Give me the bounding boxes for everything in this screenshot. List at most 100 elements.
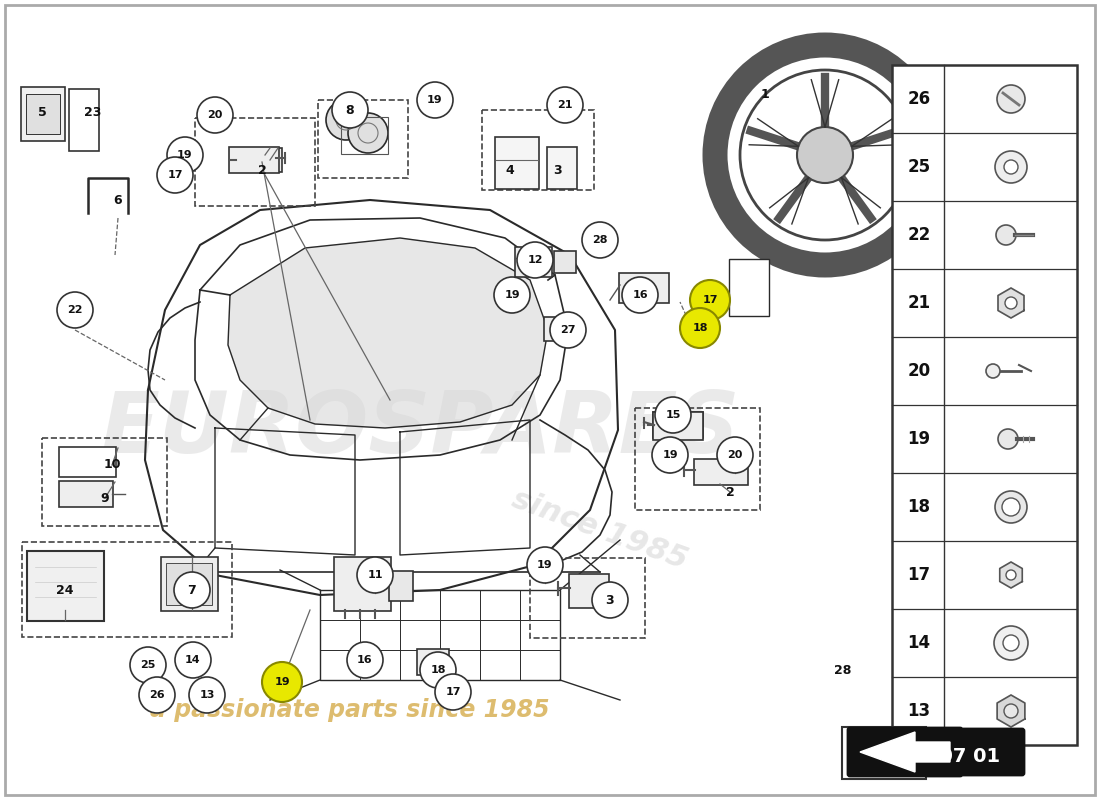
Text: 21: 21 — [908, 294, 931, 312]
Circle shape — [189, 677, 226, 713]
Circle shape — [527, 547, 563, 583]
Text: 2: 2 — [726, 486, 735, 498]
Circle shape — [348, 113, 388, 153]
Text: 13: 13 — [908, 702, 931, 720]
Text: 28: 28 — [592, 235, 607, 245]
Text: 26: 26 — [150, 690, 165, 700]
Text: 18: 18 — [430, 665, 446, 675]
Circle shape — [582, 222, 618, 258]
Circle shape — [996, 151, 1027, 183]
FancyBboxPatch shape — [547, 147, 578, 189]
Text: 26: 26 — [908, 90, 931, 108]
FancyBboxPatch shape — [166, 563, 212, 605]
Text: 1: 1 — [760, 89, 769, 102]
FancyBboxPatch shape — [26, 94, 60, 134]
Text: 15: 15 — [666, 410, 681, 420]
Circle shape — [654, 397, 691, 433]
Text: 25: 25 — [141, 660, 156, 670]
Text: 13: 13 — [199, 690, 214, 700]
Circle shape — [139, 677, 175, 713]
FancyBboxPatch shape — [544, 317, 578, 341]
Polygon shape — [997, 695, 1025, 727]
Circle shape — [167, 137, 204, 173]
Circle shape — [1006, 570, 1016, 580]
Text: 20: 20 — [207, 110, 222, 120]
Circle shape — [996, 491, 1027, 523]
FancyBboxPatch shape — [495, 137, 539, 189]
Circle shape — [621, 277, 658, 313]
Circle shape — [494, 277, 530, 313]
Circle shape — [326, 100, 366, 140]
FancyBboxPatch shape — [21, 87, 65, 141]
Circle shape — [994, 626, 1028, 660]
Text: 17: 17 — [446, 687, 461, 697]
Text: 14: 14 — [908, 634, 931, 652]
Circle shape — [332, 92, 368, 128]
Text: 28: 28 — [852, 746, 871, 760]
Text: 23: 23 — [85, 106, 101, 118]
Circle shape — [998, 429, 1018, 449]
Circle shape — [1003, 635, 1019, 651]
FancyBboxPatch shape — [619, 273, 669, 303]
FancyBboxPatch shape — [848, 728, 962, 776]
Circle shape — [996, 225, 1016, 245]
Circle shape — [798, 127, 852, 183]
Text: 19: 19 — [504, 290, 520, 300]
Text: 5: 5 — [37, 106, 46, 118]
Text: 20: 20 — [727, 450, 742, 460]
Text: 4: 4 — [506, 163, 515, 177]
FancyBboxPatch shape — [653, 412, 703, 438]
Circle shape — [157, 157, 192, 193]
Text: 22: 22 — [908, 226, 931, 244]
Circle shape — [130, 647, 166, 683]
Circle shape — [174, 572, 210, 608]
Circle shape — [434, 674, 471, 710]
Text: 19: 19 — [537, 560, 553, 570]
Text: 8: 8 — [345, 103, 354, 117]
FancyBboxPatch shape — [389, 571, 412, 601]
Text: 28: 28 — [834, 663, 851, 677]
FancyBboxPatch shape — [842, 727, 926, 779]
FancyBboxPatch shape — [729, 259, 769, 316]
FancyBboxPatch shape — [417, 649, 449, 675]
Text: 25: 25 — [908, 158, 931, 176]
Circle shape — [717, 437, 754, 473]
Polygon shape — [860, 732, 950, 772]
Text: 18: 18 — [908, 498, 931, 516]
Text: 2: 2 — [257, 163, 266, 177]
Text: 3: 3 — [606, 594, 614, 606]
Text: 21: 21 — [558, 100, 573, 110]
FancyBboxPatch shape — [334, 557, 390, 611]
Circle shape — [346, 642, 383, 678]
Text: 7: 7 — [188, 583, 197, 597]
Circle shape — [517, 242, 553, 278]
Text: 10: 10 — [103, 458, 121, 471]
Circle shape — [417, 82, 453, 118]
Text: 24: 24 — [56, 583, 74, 597]
FancyBboxPatch shape — [229, 147, 279, 173]
FancyBboxPatch shape — [59, 447, 116, 477]
Text: 11: 11 — [367, 570, 383, 580]
FancyBboxPatch shape — [515, 247, 552, 277]
Circle shape — [680, 308, 720, 348]
Circle shape — [1004, 704, 1018, 718]
FancyBboxPatch shape — [653, 412, 703, 440]
Circle shape — [550, 312, 586, 348]
Polygon shape — [998, 288, 1024, 318]
FancyBboxPatch shape — [892, 65, 1077, 745]
Text: a passionate parts since 1985: a passionate parts since 1985 — [151, 698, 550, 722]
FancyBboxPatch shape — [69, 89, 99, 151]
FancyBboxPatch shape — [554, 251, 576, 273]
Text: 19: 19 — [908, 430, 931, 448]
Circle shape — [986, 364, 1000, 378]
Circle shape — [547, 87, 583, 123]
Circle shape — [197, 97, 233, 133]
Text: 27: 27 — [560, 325, 575, 335]
Text: 22: 22 — [67, 305, 82, 315]
Text: 19: 19 — [274, 677, 289, 687]
Text: EUROSPARES: EUROSPARES — [100, 389, 739, 471]
Text: 907 01: 907 01 — [926, 746, 1000, 766]
FancyBboxPatch shape — [28, 551, 105, 621]
Circle shape — [997, 85, 1025, 113]
Circle shape — [1002, 498, 1020, 516]
